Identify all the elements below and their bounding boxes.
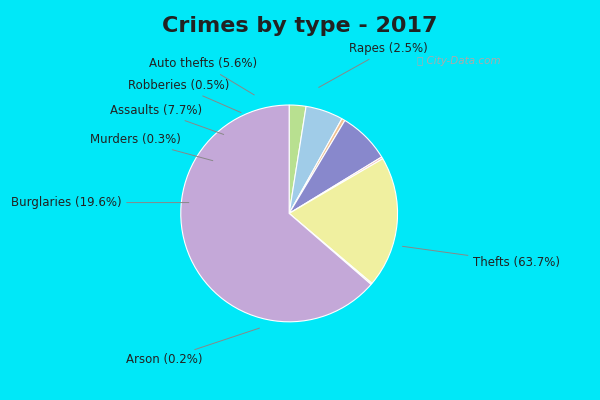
Text: Robberies (0.5%): Robberies (0.5%) (128, 79, 241, 112)
Text: Arson (0.2%): Arson (0.2%) (126, 328, 259, 366)
Text: ⓘ City-Data.com: ⓘ City-Data.com (417, 56, 500, 66)
Wedge shape (289, 159, 398, 283)
Text: Burglaries (19.6%): Burglaries (19.6%) (11, 196, 189, 209)
Wedge shape (289, 120, 382, 214)
Wedge shape (289, 105, 306, 214)
Wedge shape (289, 106, 342, 214)
Text: Auto thefts (5.6%): Auto thefts (5.6%) (149, 57, 257, 95)
Text: Thefts (63.7%): Thefts (63.7%) (403, 246, 560, 269)
Text: Murders (0.3%): Murders (0.3%) (90, 133, 213, 161)
Text: Rapes (2.5%): Rapes (2.5%) (319, 42, 428, 88)
Wedge shape (181, 105, 371, 322)
Text: Assaults (7.7%): Assaults (7.7%) (110, 104, 224, 134)
Wedge shape (289, 157, 383, 214)
Text: Crimes by type - 2017: Crimes by type - 2017 (162, 16, 438, 36)
Wedge shape (289, 214, 372, 284)
Wedge shape (289, 119, 345, 214)
